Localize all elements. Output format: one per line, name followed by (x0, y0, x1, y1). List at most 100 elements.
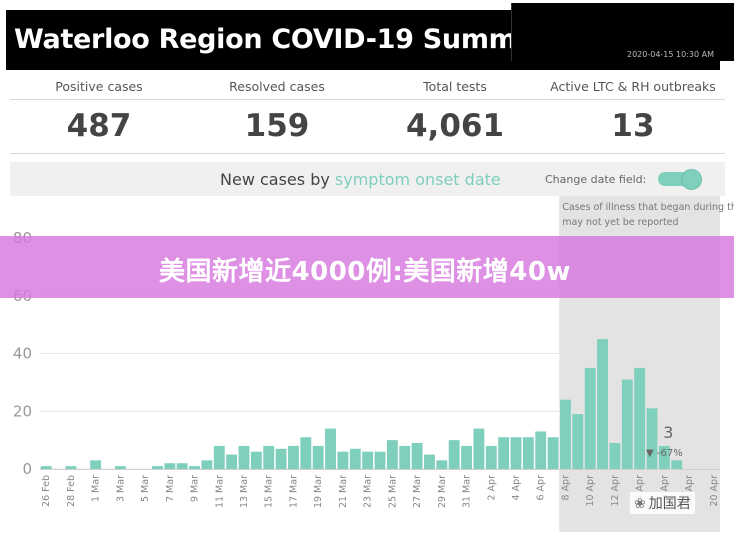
bar-13-mar (238, 445, 250, 469)
bar-20-mar (325, 428, 336, 469)
x-tick-label: 1 Mar (91, 475, 102, 502)
x-tick-label: 18 Apr (684, 475, 695, 507)
y-tick-label: 40 (13, 345, 32, 363)
bar-6-mar (152, 466, 163, 469)
bar-29-mar (436, 460, 448, 469)
x-tick-label: 8 Apr (560, 475, 571, 501)
bar-12-apr (609, 443, 621, 469)
x-tick-label: 12 Apr (610, 475, 621, 507)
date-field-toggle[interactable] (658, 169, 702, 190)
bar-11-mar (213, 445, 225, 469)
kpi-label: Positive cases (55, 79, 143, 94)
kpi-value: 13 (611, 108, 655, 144)
x-tick-label: 21 Mar (338, 475, 349, 508)
bar-1-apr (473, 428, 485, 469)
kpi-positive-cases: Positive cases 487 (10, 78, 188, 144)
bar-21-mar (337, 451, 349, 469)
kpi-divider (10, 99, 725, 100)
x-tick-label: 5 Mar (140, 475, 151, 502)
bar-16-apr (658, 445, 670, 469)
wechat-icon: ❀ (634, 496, 646, 512)
chart-heading: New cases by symptom onset date (220, 170, 501, 189)
kpi-row: Positive cases 487 Resolved cases 159 To… (10, 78, 725, 150)
bar-4-apr (510, 437, 522, 469)
kpi-label: Active LTC & RH outbreaks (550, 79, 716, 94)
bar-9-apr (572, 414, 584, 469)
bar-28-mar (424, 454, 435, 469)
bar-7-apr (547, 437, 559, 469)
bar-25-mar (386, 440, 398, 469)
x-tick-label: 16 Apr (659, 475, 670, 507)
annotation-value: 3 (663, 423, 673, 442)
kpi-value: 487 (66, 108, 132, 144)
x-tick-label: 27 Mar (412, 475, 423, 508)
kpi-value: 159 (244, 108, 310, 144)
bar-28-feb (65, 466, 77, 469)
x-tick-label: 2 Apr (486, 475, 497, 501)
bar-22-mar (349, 448, 361, 469)
bar-3-apr (498, 437, 510, 469)
x-tick-label: 9 Mar (190, 475, 201, 502)
bar-15-apr (646, 408, 658, 469)
bar-3-mar (114, 466, 126, 469)
bar-8-mar (176, 463, 188, 469)
kpi-outbreaks: Active LTC & RH outbreaks 13 (544, 78, 722, 144)
bar-17-mar (288, 445, 299, 469)
kpi-label: Resolved cases (229, 79, 325, 94)
bar-11-apr (597, 339, 608, 469)
chart-header: New cases by symptom onset date Change d… (10, 162, 725, 196)
bar-10-apr (584, 367, 596, 469)
bar-10-mar (201, 460, 213, 469)
kpi-value: 4,061 (405, 108, 505, 144)
bar-23-mar (362, 451, 374, 469)
x-tick-label: 20 Apr (709, 475, 720, 507)
toggle-label: Change date field: (545, 173, 647, 186)
chart-heading-prefix: New cases by (220, 170, 335, 189)
x-tick-label: 29 Mar (437, 475, 448, 508)
x-tick-label: 10 Apr (585, 475, 596, 507)
bar-15-mar (263, 445, 275, 469)
watermark-text: 加国君 (648, 496, 691, 512)
x-tick-label: 14 Apr (635, 475, 646, 507)
timestamp: 2020-04-15 10:30 AM (626, 50, 714, 59)
watermark: ❀ 加国君 (630, 492, 695, 514)
overlay-box (511, 3, 734, 61)
y-tick-label: 20 (13, 402, 32, 420)
kpi-total-tests: Total tests 4,061 (366, 78, 544, 144)
x-tick-label: 13 Mar (239, 475, 250, 508)
x-tick-label: 4 Apr (511, 475, 522, 501)
bar-30-mar (448, 440, 460, 469)
shaded-region-note: Cases of illness that began during this … (562, 202, 734, 228)
kpi-resolved-cases: Resolved cases 159 (188, 78, 366, 144)
bar-26-mar (399, 445, 411, 469)
page-title: Waterloo Region COVID-19 Summa (14, 24, 535, 55)
bar-14-apr (634, 367, 646, 469)
x-tick-label: 6 Apr (536, 475, 547, 501)
x-tick-label: 7 Mar (165, 475, 176, 502)
bar-16-mar (275, 448, 287, 469)
x-tick-label: 11 Mar (214, 475, 225, 508)
x-tick-label: 15 Mar (264, 475, 275, 508)
headline-banner: 美国新增近4000例:美国新增40w (0, 236, 734, 298)
title-bar: Waterloo Region COVID-19 Summa 2020-04-1… (6, 3, 734, 70)
x-tick-label: 19 Mar (313, 475, 324, 508)
x-tick-label: 28 Feb (66, 475, 77, 507)
x-tick-label: 25 Mar (387, 475, 398, 508)
bar-13-apr (621, 379, 633, 469)
annotation-change: ▼ -67% (646, 448, 683, 459)
bar-12-mar (226, 454, 238, 469)
bar-7-mar (164, 463, 176, 469)
x-tick-label: 31 Mar (462, 475, 473, 508)
bar-19-mar (312, 445, 324, 469)
y-tick-label: 0 (22, 460, 32, 478)
bar-14-mar (250, 451, 262, 469)
x-tick-label: 3 Mar (115, 475, 126, 502)
label-layer: Cases of illness that began during this … (13, 202, 734, 508)
bar-9-mar (189, 466, 200, 469)
bar-layer (40, 339, 683, 469)
date-field-link[interactable]: symptom onset date (334, 170, 501, 189)
bar-24-mar (374, 451, 386, 469)
toggle-knob[interactable] (681, 169, 702, 190)
bar-27-mar (411, 443, 423, 469)
bar-2-apr (485, 445, 497, 469)
